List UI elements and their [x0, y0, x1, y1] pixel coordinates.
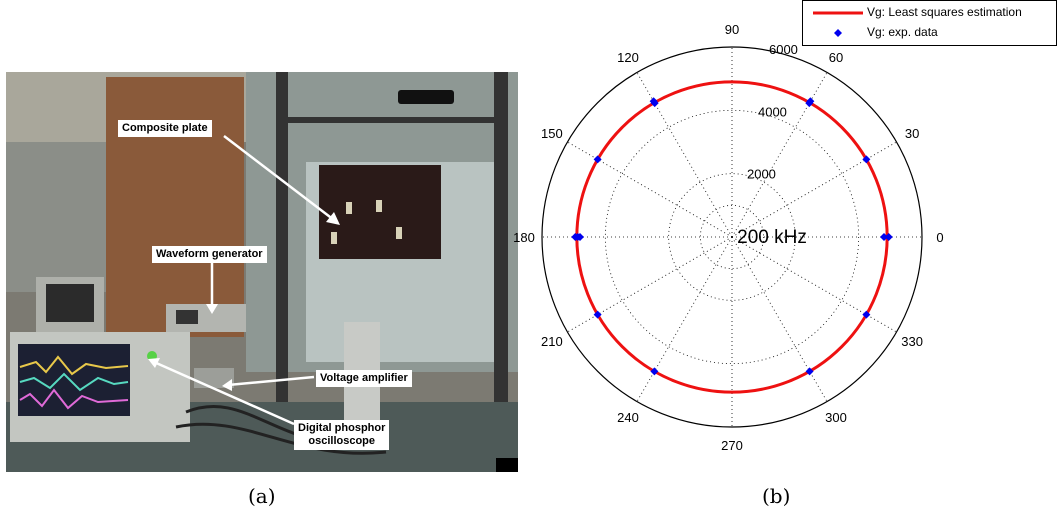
legend-line-label: Vg: Least squares estimation — [867, 5, 1022, 19]
trace-magenta — [19, 388, 129, 410]
label-composite-plate: Composite plate — [118, 120, 212, 137]
polar-ring-inner — [699, 204, 765, 270]
polar-grid — [541, 46, 923, 428]
caption-a: (a) — [248, 484, 276, 508]
arrow-head-composite — [326, 212, 340, 225]
exp-data-point-7 — [593, 155, 602, 164]
redaction-mark — [398, 90, 454, 104]
trace-yellow — [19, 355, 129, 376]
angle-tick-label-210: 210 — [541, 334, 563, 349]
arrow-head-generator — [206, 304, 218, 314]
window-frame-post-left — [276, 72, 288, 472]
sensor-1 — [346, 202, 352, 214]
label-oscilloscope-line2: oscilloscope — [308, 435, 376, 447]
polar-labels: 0 30 60 90 120 150 180 210 240 270 300 330 2000 4000 6… — [513, 22, 943, 453]
radial-tick-label-2000: 2000 — [747, 167, 776, 182]
angle-tick-label-270: 270 — [721, 438, 743, 453]
polar-ring-2000 — [668, 173, 796, 301]
angle-tick-label-330: 330 — [901, 334, 923, 349]
legend-swatches — [813, 11, 863, 37]
exp-data-point-11 — [593, 310, 602, 319]
photo-scene — [6, 72, 518, 472]
cable-2 — [175, 422, 387, 455]
arrow-composite-plate — [223, 135, 335, 221]
exp-data-point-0 — [884, 233, 893, 241]
experimental-setup-photo: Composite plate Waveform generator Volta… — [6, 72, 518, 472]
sensor-2 — [376, 200, 382, 212]
angle-tick-label-60: 60 — [829, 50, 843, 65]
center-frequency-label: 200 kHz — [737, 227, 807, 248]
legend-marker-label: Vg: exp. data — [867, 25, 938, 39]
radial-tick-label-6000: 6000 — [769, 42, 798, 57]
exp-data-point-10 — [573, 233, 582, 241]
sensor-4 — [331, 232, 337, 244]
exp-data-point-14 — [862, 310, 871, 319]
left-wall — [6, 142, 106, 292]
polar-ring-4000 — [604, 109, 860, 365]
label-voltage-amplifier: Voltage amplifier — [316, 370, 412, 387]
exp-data-point-2 — [862, 155, 871, 164]
trace-cyan — [19, 372, 129, 392]
angle-tick-label-0: 0 — [936, 230, 943, 245]
label-waveform-generator: Waveform generator — [152, 246, 267, 263]
exp-data-point-6 — [650, 99, 659, 108]
exp-data-point-13 — [805, 367, 814, 376]
window-frame-post-right — [494, 72, 508, 472]
sensor-3 — [396, 227, 402, 239]
generator-display — [176, 310, 198, 324]
caption-b: (b) — [762, 484, 791, 508]
exp-data-point-1 — [880, 233, 888, 241]
arrow-voltage-amplifier — [227, 375, 315, 387]
angle-tick-label-90: 90 — [725, 22, 739, 37]
legend-marker-swatch — [834, 29, 842, 37]
angle-tick-label-120: 120 — [617, 50, 639, 65]
chart-legend: Vg: Least squares estimation Vg: exp. da… — [802, 0, 1057, 46]
angle-tick-label-240: 240 — [617, 410, 639, 425]
monitor-screen — [46, 284, 94, 322]
exp-data-point-4 — [805, 99, 814, 108]
window-frame-beam — [288, 117, 494, 123]
angle-tick-label-180: 180 — [513, 230, 535, 245]
arrow-head-amplifier — [222, 379, 232, 391]
angle-tick-label-150: 150 — [541, 126, 563, 141]
exp-data-point-12 — [650, 367, 659, 376]
angle-tick-label-30: 30 — [905, 126, 919, 141]
angle-tick-label-300: 300 — [825, 410, 847, 425]
label-oscilloscope: Digital phosphor oscilloscope — [294, 420, 390, 450]
photo-corner — [496, 458, 518, 472]
polar-series — [571, 80, 893, 394]
radial-tick-label-4000: 4000 — [758, 104, 787, 119]
label-oscilloscope-line1: Digital phosphor — [298, 422, 386, 434]
arrow-head-oscilloscope — [148, 358, 160, 368]
arrow-oscilloscope — [153, 360, 295, 426]
